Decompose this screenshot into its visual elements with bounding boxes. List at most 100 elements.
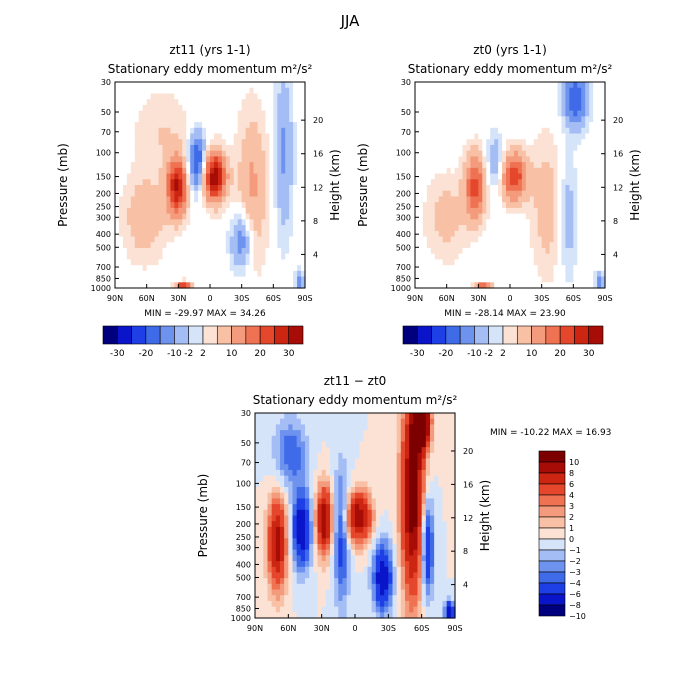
heatmap-cell (486, 150, 491, 157)
heatmap-cell (442, 196, 448, 203)
heatmap-cell (434, 99, 440, 106)
heatmap-cell (237, 156, 243, 163)
heatmap-cell (380, 526, 385, 534)
heatmap-cell (296, 504, 302, 511)
heatmap-cell (325, 578, 331, 585)
heatmap-cell (601, 207, 606, 215)
heatmap-cell (217, 150, 223, 157)
heatmap-cell (346, 521, 352, 528)
heatmap-cell (409, 515, 414, 522)
heatmap-cell (225, 230, 231, 238)
heatmap-cell (245, 99, 251, 106)
heatmap-cell (474, 196, 479, 203)
heatmap-cell (466, 230, 472, 238)
heatmap-cell (174, 230, 179, 238)
heatmap-cell (289, 282, 294, 289)
heatmap-cell (253, 150, 259, 157)
heatmap-cell (474, 242, 479, 249)
heatmap-cell (569, 173, 574, 180)
heatmap-cell (442, 207, 448, 215)
heatmap-cell (363, 521, 369, 528)
heatmap-cell (474, 93, 479, 100)
heatmap-cell (549, 259, 555, 266)
heatmap-cell (170, 213, 175, 220)
heatmap-cell (142, 156, 148, 163)
heatmap-cell (415, 202, 420, 209)
heatmap-cell (517, 167, 523, 175)
heatmap-cell (261, 225, 267, 232)
heatmap-cell (301, 116, 306, 123)
heatmap-cell (122, 190, 128, 198)
heatmap-cell (126, 213, 132, 220)
heatmap-cell (265, 179, 270, 186)
heatmap-cell (422, 265, 428, 272)
heatmap-cell (134, 213, 140, 220)
heatmap-cell (142, 144, 148, 152)
heatmap-cell (359, 543, 364, 551)
y2-axis-label: Height (km) (628, 149, 642, 220)
heatmap-cell (569, 104, 574, 112)
heatmap-cell (597, 82, 602, 89)
heatmap-cell (470, 156, 475, 163)
heatmap-cell (257, 99, 263, 106)
heatmap-cell (446, 144, 452, 152)
heatmap-cell (589, 167, 594, 175)
heatmap-cell (446, 247, 452, 255)
heatmap-cell (346, 430, 352, 437)
heatmap-cell (334, 532, 339, 539)
heatmap-cell (521, 236, 527, 243)
heatmap-cell (446, 93, 452, 100)
heatmap-cell (202, 122, 207, 129)
heatmap-cell (521, 104, 527, 112)
heatmap-cell (174, 179, 179, 186)
heatmap-cell (305, 430, 310, 437)
heatmap-cell (506, 190, 511, 198)
heatmap-cell (342, 469, 348, 477)
heatmap-cell (494, 93, 499, 100)
heatmap-cell (292, 561, 298, 568)
heatmap-cell (249, 282, 255, 289)
heatmap-cell (426, 144, 432, 152)
heatmap-cell (405, 481, 410, 488)
heatmap-cell (415, 213, 420, 220)
heatmap-cell (253, 167, 259, 175)
y2-tick-label: 12 (313, 183, 323, 192)
heatmap-cell (585, 282, 590, 289)
heatmap-cell (601, 139, 606, 146)
heatmap-cell (561, 156, 567, 163)
y-tick-label: 400 (396, 230, 411, 239)
heatmap-cell (281, 282, 286, 289)
heatmap-cell (363, 464, 369, 471)
heatmap-cell (474, 127, 479, 135)
heatmap-cell (375, 543, 381, 551)
heatmap-cell (210, 104, 215, 112)
heatmap-cell (502, 133, 507, 140)
heatmap-cell (462, 219, 468, 226)
heatmap-cell (245, 127, 251, 135)
heatmap-cell (388, 555, 394, 562)
heatmap-cell (317, 441, 323, 448)
heatmap-cell (371, 464, 377, 471)
heatmap-cell (277, 236, 282, 243)
heatmap-cell (529, 230, 535, 238)
heatmap-cell (498, 156, 503, 163)
heatmap-cell (454, 270, 460, 278)
heatmap-cell (265, 110, 270, 117)
heatmap-cell (154, 185, 160, 192)
heatmap-cell (134, 225, 140, 232)
heatmap-cell (225, 167, 231, 175)
heatmap-cell (313, 447, 319, 454)
heatmap-cell (577, 133, 582, 140)
heatmap-cell (359, 521, 364, 528)
heatmap-cell (146, 82, 152, 89)
heatmap-cell (154, 190, 160, 198)
heatmap-cell (267, 583, 273, 591)
heatmap-cell (541, 116, 547, 123)
heatmap-cell (194, 122, 199, 129)
heatmap-cell (525, 167, 531, 175)
heatmap-cell (269, 236, 274, 243)
heatmap-cell (275, 538, 281, 545)
heatmap-cell (506, 247, 511, 255)
heatmap-cell (325, 515, 331, 522)
heatmap-cell (245, 282, 251, 289)
